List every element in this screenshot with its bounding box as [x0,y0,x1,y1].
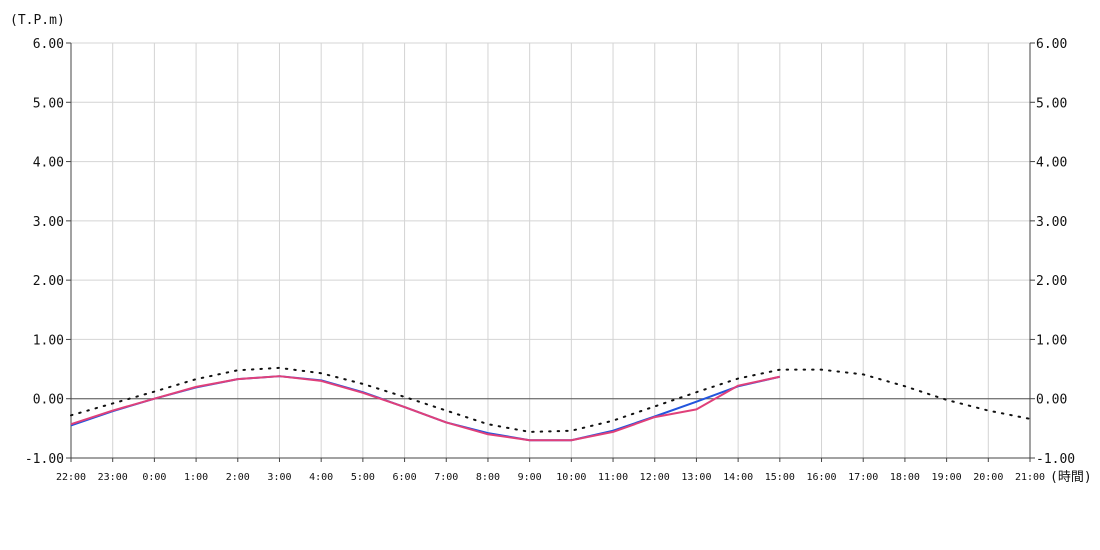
y-tick-label-right: 3.00 [1036,215,1067,230]
x-tick-label: 19:00 [932,472,962,483]
x-tick-label: 2:00 [226,472,250,483]
x-tick-label: 21:00 [1015,472,1045,483]
x-tick-label: 13:00 [681,472,711,483]
x-tick-label: 4:00 [309,472,333,483]
data-series [70,366,1031,442]
y-tick-label-right: 2.00 [1036,274,1067,289]
axes [66,42,1035,462]
x-tick-label: 7:00 [434,472,458,483]
x-axis-unit-label: (時間) [1050,470,1092,485]
y-tick-label-right: 5.00 [1036,96,1067,111]
x-tick-label: 17:00 [848,472,878,483]
y-tick-label-right: 1.00 [1036,333,1067,348]
x-tick-label: 14:00 [723,472,753,483]
y-tick-label-right: 6.00 [1036,37,1067,52]
y-tick-label-left: 3.00 [33,215,64,230]
x-tick-label: 12:00 [640,472,670,483]
y-tick-label-left: 1.00 [33,333,64,348]
x-tick-label: 10:00 [556,472,586,483]
tick-labels: 6.00 6.00 5.00 5.00 4.00 4.00 3.00 3.00 2.00 2.00… [25,37,1075,483]
x-tick-label: 8:00 [476,472,500,483]
series-line-observed-blue [70,375,781,442]
y-tick-label-left: 0.00 [33,393,64,408]
y-tick-label-right: 4.00 [1036,156,1067,171]
x-tick-label: 1:00 [184,472,208,483]
y-tick-label-right: -1.00 [1036,452,1075,467]
series-line-observed-pink [70,375,781,442]
x-tick-label: 6:00 [393,472,417,483]
x-tick-label: 9:00 [518,472,542,483]
y-axis-unit-label: (T.P.m) [10,13,65,28]
x-tick-label: 3:00 [267,472,291,483]
y-tick-label-left: 4.00 [33,156,64,171]
x-tick-label: 15:00 [765,472,795,483]
y-tick-label-right: 0.00 [1036,393,1067,408]
y-tick-label-left: 6.00 [33,37,64,52]
x-tick-label: 16:00 [806,472,836,483]
grid-lines [70,42,1031,459]
y-tick-label-left: 5.00 [33,96,64,111]
x-tick-label: 22:00 [56,472,86,483]
x-tick-label: 23:00 [98,472,128,483]
y-tick-label-left: 2.00 [33,274,64,289]
x-tick-label: 20:00 [973,472,1003,483]
series-line-predicted [70,366,1031,433]
x-tick-label: 11:00 [598,472,628,483]
x-tick-label: 0:00 [142,472,166,483]
x-tick-label: 18:00 [890,472,920,483]
y-tick-label-left: -1.00 [25,452,64,467]
x-tick-label: 5:00 [351,472,375,483]
